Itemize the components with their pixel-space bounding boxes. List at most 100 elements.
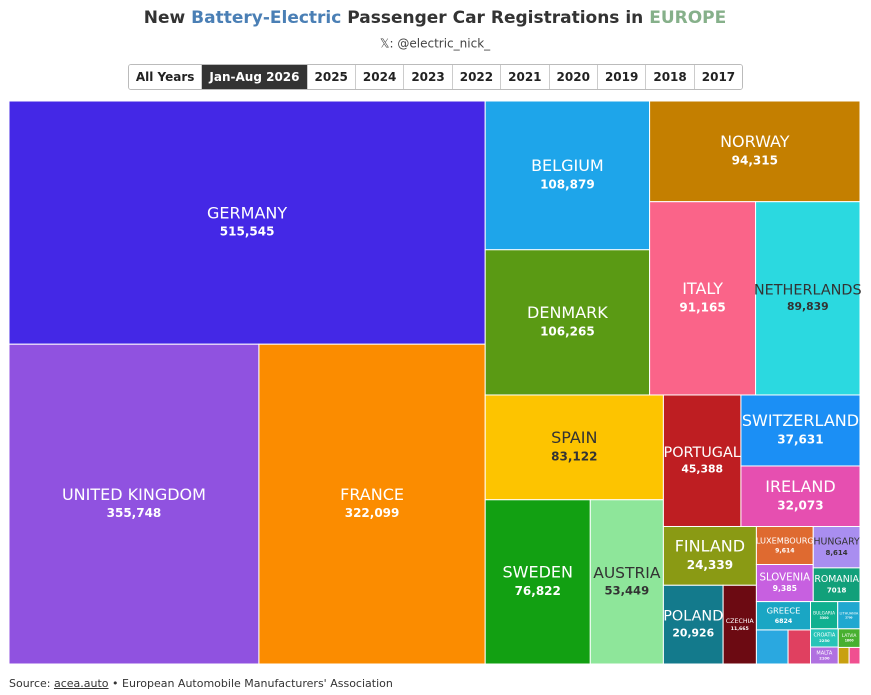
source-text: • European Automobile Manufacturers' Ass…	[108, 677, 393, 690]
tile-label: FINLAND	[675, 537, 745, 556]
source-text: Source:	[9, 677, 54, 690]
year-tab[interactable]: 2022	[451, 65, 501, 89]
year-tab[interactable]: 2020	[548, 65, 597, 89]
title-part: EUROPE	[649, 8, 726, 28]
tile-value: 32,073	[777, 498, 823, 512]
tile-label: ROMANIA	[814, 574, 859, 585]
chart: New Battery-Electric Passenger Car Regis…	[8, 8, 862, 665]
tile-label: DENMARK	[527, 303, 608, 322]
tile-value: 2250	[819, 638, 830, 643]
tile-value: 11,665	[731, 626, 749, 632]
tile-label: LITHUANIA	[839, 611, 858, 615]
tile-label: ITALY	[682, 279, 723, 298]
tile	[740, 465, 861, 527]
tile-label: HUNGARY	[813, 537, 860, 548]
tile-label: BELGIUM	[531, 156, 604, 175]
tile-value: 24,339	[687, 558, 733, 572]
tile-label: POLAND	[663, 609, 723, 625]
year-tab[interactable]: 2025	[306, 65, 355, 89]
year-tab[interactable]: 2023	[403, 65, 452, 89]
tile-label: PORTUGAL	[664, 445, 741, 461]
treemap: GERMANY 515,545 UNITED KINGDOM 355,748 FRANC…	[8, 100, 862, 665]
tile-label: AUSTRIA	[593, 564, 661, 582]
tile-label: UNITED KINGDOM	[62, 485, 206, 504]
tile-value: 515,545	[220, 225, 275, 239]
tile	[787, 629, 811, 665]
tile-value: 89,839	[787, 300, 829, 313]
tile	[8, 100, 486, 345]
tile	[484, 499, 591, 665]
tab-bar: All Years Jan-Aug 2026 2025 2024 2023 2022 202…	[127, 64, 744, 90]
year-tab[interactable]: 2019	[596, 65, 646, 89]
source: Source: acea.auto • European Automobile …	[9, 677, 393, 690]
year-tab[interactable]: 2017	[693, 65, 743, 89]
tile-value: 3300	[820, 616, 830, 620]
tile-label: CROATIA	[813, 633, 835, 639]
title-part: New	[144, 8, 191, 28]
tile-value: 2700	[845, 615, 852, 619]
tile-value: 322,099	[345, 506, 400, 520]
tile-value: 108,879	[540, 177, 595, 191]
tile	[812, 525, 861, 569]
tile	[484, 394, 664, 501]
tile	[755, 601, 811, 631]
source-link[interactable]: acea.auto	[53, 677, 109, 690]
tile-value: 76,822	[515, 584, 561, 598]
tile-label: NETHERLANDS	[754, 282, 862, 298]
tab-row: All Years Jan-Aug 2026 2025 2024 2023 2022 202…	[0, 64, 871, 90]
tile-value: 1800	[845, 639, 855, 643]
tile	[258, 343, 486, 665]
tile-value: 83,122	[551, 449, 597, 463]
tile-label: SPAIN	[551, 428, 597, 447]
tile-label: FRANCE	[340, 485, 404, 504]
year-tab[interactable]: 2021	[500, 65, 549, 89]
tile-label: NORWAY	[720, 132, 790, 151]
tile	[662, 394, 742, 527]
tile-value: 2100	[819, 657, 830, 661]
year-tab[interactable]: All Years	[128, 65, 202, 89]
year-tab[interactable]: 2018	[645, 65, 694, 89]
tile	[649, 100, 861, 203]
tile-value: 355,748	[107, 506, 162, 520]
chart-title: New Battery-Electric Passenger Car Regis…	[144, 8, 726, 28]
tile-label: MALTA	[816, 650, 832, 656]
tile-value: 106,265	[540, 324, 595, 338]
tile	[484, 100, 651, 251]
tile	[740, 394, 861, 467]
tile-value: 45,388	[681, 462, 723, 475]
tile	[755, 629, 789, 665]
tile	[755, 201, 861, 396]
tile	[662, 584, 724, 665]
tile-label: CZECHIA	[726, 618, 755, 625]
tile	[8, 343, 260, 665]
tile	[484, 249, 651, 396]
year-tab[interactable]: Jan-Aug 2026	[201, 65, 307, 89]
tile	[837, 646, 850, 665]
tile-value: 53,449	[604, 584, 649, 598]
tile-value: 94,315	[732, 153, 778, 167]
tile-label: LATVIA	[842, 633, 857, 638]
tile-value: 9,385	[773, 584, 797, 593]
tile-value: 7018	[827, 586, 847, 594]
tile	[755, 525, 814, 565]
tile	[662, 525, 757, 586]
tile	[589, 499, 664, 665]
tile-label: LUXEMBOURG	[756, 535, 814, 545]
tile-value: 20,926	[672, 626, 714, 639]
tile-value: 37,631	[777, 433, 823, 447]
tile	[649, 201, 757, 396]
year-tab[interactable]: 2024	[354, 65, 404, 89]
tile-label: BULGARIA	[813, 610, 835, 616]
tile	[848, 646, 861, 665]
tile-value: 9,614	[775, 547, 794, 554]
tile-label: SLOVENIA	[760, 572, 811, 583]
subtitle: 𝕏: @electric_nick_	[380, 37, 491, 51]
tile	[722, 584, 757, 665]
tile-value: 6824	[775, 618, 793, 625]
tile-label: SWITZERLAND	[742, 411, 859, 430]
tile-label: SWEDEN	[502, 563, 572, 582]
tile-label: IRELAND	[765, 477, 835, 496]
tile-value: 91,165	[679, 300, 725, 314]
tile-value: 8,614	[826, 549, 848, 557]
